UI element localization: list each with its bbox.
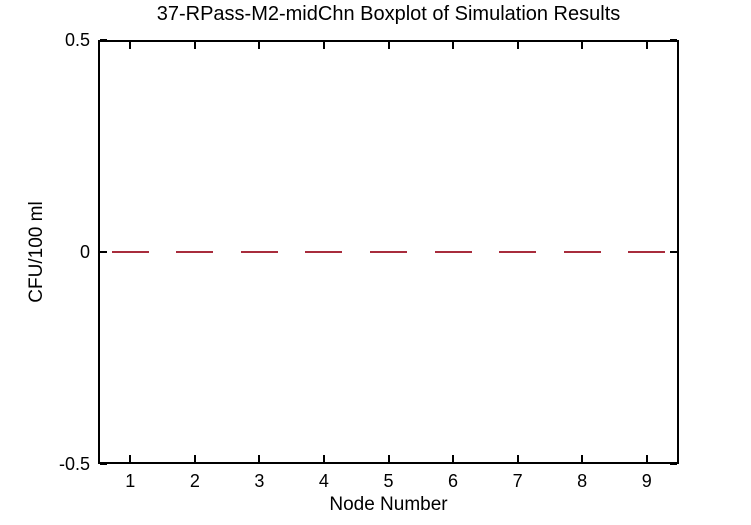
x-tick-mark-top	[452, 42, 455, 49]
x-tick-label: 4	[318, 471, 329, 491]
y-tick-mark	[100, 39, 107, 41]
x-axis-label: Node Number	[329, 494, 448, 515]
y-tick-label: 0	[79, 242, 90, 262]
median-line	[628, 251, 666, 253]
x-tick-mark-top	[193, 42, 196, 49]
y-tick-mark-right	[670, 251, 677, 253]
x-tick-mark	[258, 455, 261, 462]
y-tick-mark	[100, 463, 107, 465]
x-tick-mark	[516, 455, 519, 462]
x-tick-mark-top	[387, 42, 390, 49]
y-tick-label: -0.5	[58, 454, 90, 474]
median-line	[370, 251, 407, 253]
median-line	[563, 251, 601, 253]
x-tick-mark-top	[581, 42, 584, 49]
x-tick-mark	[581, 455, 584, 462]
x-tick-label: 2	[189, 471, 200, 491]
x-tick-mark-top	[129, 42, 132, 49]
median-line	[111, 251, 149, 253]
median-line	[305, 251, 343, 253]
x-tick-label: 8	[577, 471, 588, 491]
y-tick-mark	[100, 251, 107, 253]
median-line	[434, 251, 472, 253]
y-tick-mark-right	[670, 463, 677, 465]
x-tick-mark-top	[322, 42, 325, 49]
x-tick-label: 9	[641, 471, 652, 491]
x-tick-mark-top	[516, 42, 519, 49]
x-tick-mark	[452, 455, 455, 462]
median-line	[176, 251, 214, 253]
x-tick-mark-top	[258, 42, 261, 49]
x-tick-label: 3	[254, 471, 265, 491]
chart-title: 37-RPass-M2-midChn Boxplot of Simulation…	[156, 3, 621, 25]
x-tick-mark	[193, 455, 196, 462]
x-tick-mark	[645, 455, 648, 462]
x-tick-label: 6	[448, 471, 459, 491]
x-tick-label: 7	[512, 471, 523, 491]
x-tick-mark	[322, 455, 325, 462]
x-tick-mark-top	[645, 42, 648, 49]
y-tick-mark-right	[670, 39, 677, 41]
y-tick-label: 0.5	[64, 30, 90, 50]
x-tick-label: 5	[383, 471, 394, 491]
median-line	[240, 251, 278, 253]
x-tick-label: 1	[125, 471, 136, 491]
x-tick-mark	[387, 455, 390, 462]
median-line	[499, 251, 537, 253]
x-tick-mark	[129, 455, 132, 462]
